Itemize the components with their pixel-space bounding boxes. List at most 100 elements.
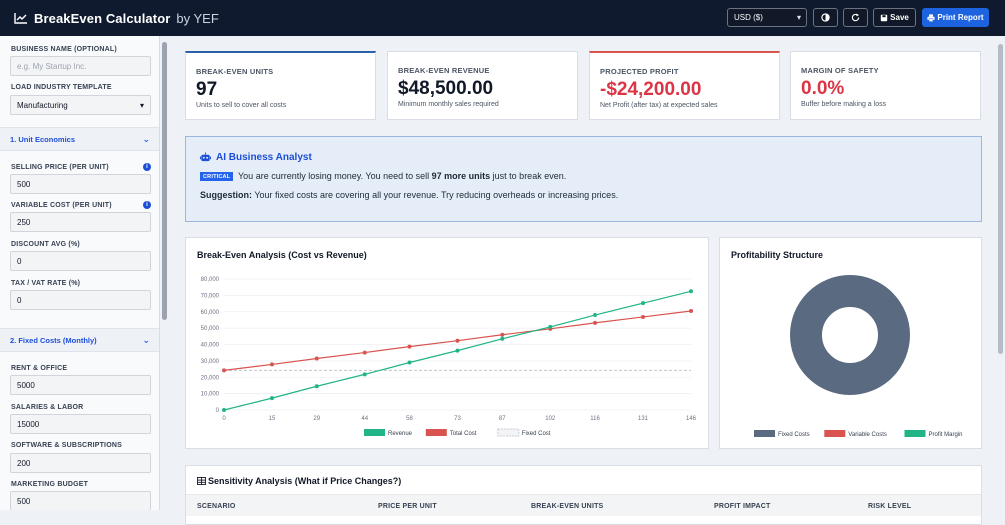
info-icon[interactable]: i: [143, 201, 151, 209]
kpi-subtext: Buffer before making a loss: [801, 101, 887, 108]
data-point: [593, 313, 598, 318]
column-header: BREAK-EVEN UNITS: [531, 503, 604, 510]
kpi-value: 0.0%: [801, 78, 845, 99]
info-icon[interactable]: i: [143, 163, 151, 171]
x-tick-label: 146: [686, 416, 697, 422]
y-tick-label: 70,000: [201, 293, 220, 299]
print-report-button[interactable]: Print Report: [922, 8, 989, 27]
template-label: LOAD INDUSTRY TEMPLATE: [11, 84, 112, 91]
data-point: [269, 362, 274, 367]
save-label: Save: [890, 13, 909, 22]
brand: BreakEven Calculator by YEF: [14, 11, 219, 26]
kpi-value: 97: [196, 79, 218, 100]
discount-input[interactable]: 0: [10, 251, 151, 271]
ai-suggestion-label: Suggestion:: [200, 190, 252, 200]
x-tick-label: 29: [313, 416, 320, 422]
data-point: [641, 314, 646, 319]
software-input[interactable]: 200: [10, 453, 151, 473]
kpi-label: MARGIN OF SAFETY: [801, 66, 879, 75]
legend-label: Revenue: [388, 431, 413, 437]
section-unit-economics[interactable]: 1. Unit Economics ⌄: [0, 127, 159, 151]
variable-cost-label: VARIABLE COST (PER UNIT): [11, 202, 112, 209]
currency-select[interactable]: USD ($) ▾: [727, 8, 807, 27]
kpi-subtext: Net Profit (after tax) at expected sales: [600, 102, 718, 109]
data-point: [362, 350, 367, 355]
marketing-input[interactable]: 500: [10, 491, 151, 510]
data-point: [407, 360, 412, 365]
break-even-chart-card: Break-Even Analysis (Cost vs Revenue) 0 1…: [185, 237, 709, 449]
kpi-label: PROJECTED PROFIT: [600, 67, 679, 76]
software-label: SOFTWARE & SUBSCRIPTIONS: [11, 442, 122, 449]
legend-label: Profit Margin: [929, 432, 963, 438]
business-name-label: BUSINESS NAME (OPTIONAL): [11, 46, 117, 53]
column-header: PROFIT IMPACT: [714, 503, 771, 510]
tax-input[interactable]: 0: [10, 290, 151, 310]
section-fixed-costs[interactable]: 2. Fixed Costs (Monthly) ⌄: [0, 328, 159, 352]
printer-icon: [927, 13, 935, 22]
kpi-label: BREAK-EVEN REVENUE: [398, 66, 490, 75]
y-tick-label: 80,000: [201, 277, 220, 283]
data-point: [362, 372, 367, 377]
main-scrollbar[interactable]: [998, 44, 1003, 354]
salaries-input[interactable]: 15000: [10, 414, 151, 434]
legend-label: Variable Costs: [848, 432, 887, 438]
kpi-subtext: Minimum monthly sales required: [398, 101, 499, 108]
reset-button[interactable]: [843, 8, 868, 27]
chart-line-icon: [14, 13, 27, 24]
legend-label: Fixed Costs: [778, 432, 810, 438]
legend-swatch: [497, 428, 520, 437]
chevron-down-icon: ▾: [139, 101, 144, 110]
data-point: [455, 338, 460, 343]
y-tick-label: 40,000: [201, 343, 220, 349]
legend-swatch: [754, 430, 775, 437]
theme-toggle-button[interactable]: [813, 8, 838, 27]
x-tick-label: 15: [269, 416, 276, 422]
x-tick-label: 73: [454, 416, 461, 422]
kpi-label: BREAK-EVEN UNITS: [196, 67, 274, 76]
data-point: [269, 396, 274, 401]
data-point: [222, 368, 226, 373]
variable-cost-input[interactable]: 250: [10, 212, 151, 232]
ai-analyst-panel: AI Business Analyst CRITICAL You are cur…: [185, 136, 982, 222]
x-tick-label: 102: [545, 416, 556, 422]
x-tick-label: 58: [406, 416, 413, 422]
save-button[interactable]: Save: [873, 8, 916, 27]
data-point: [455, 348, 460, 353]
section-fixed-costs-title: 2. Fixed Costs (Monthly): [10, 335, 97, 345]
template-select[interactable]: Manufacturing ▾: [10, 95, 151, 115]
column-header: RISK LEVEL: [868, 503, 912, 510]
ai-suggestion-text: Your fixed costs are covering all your r…: [252, 190, 619, 200]
app-name: BreakEven Calculator: [34, 10, 171, 26]
kpi-subtext: Units to sell to cover all costs: [196, 102, 287, 109]
break-even-line-chart: 0 10,000 20,000 30,000 40,000 50,000 60,000 70,…: [201, 277, 697, 437]
sensitivity-analysis-card: Sensitivity Analysis (What if Price Chan…: [185, 465, 982, 525]
data-point: [689, 309, 693, 314]
column-header: SCENARIO: [197, 503, 236, 510]
legend-swatch: [364, 429, 385, 436]
discount-label: DISCOUNT AVG (%): [11, 241, 80, 248]
salaries-label: SALARIES & LABOR: [11, 404, 84, 411]
slice-fixed-costs: [790, 275, 910, 395]
legend-label: Fixed Cost: [522, 431, 551, 437]
legend-swatch: [824, 430, 846, 437]
data-point: [641, 301, 646, 306]
floppy-disk-icon: [880, 14, 888, 21]
ai-message-part: just to break even.: [490, 171, 567, 181]
sensitivity-table-header: SCENARIO PRICE PER UNIT BREAK-EVEN UNITS…: [186, 494, 981, 516]
kpi-card-margin-of-safety: MARGIN OF SAFETY 0.0% Buffer before maki…: [790, 51, 981, 120]
kpi-card-break-even-units: BREAK-EVEN UNITS 97 Units to sell to cov…: [185, 51, 376, 120]
rent-input[interactable]: 5000: [10, 375, 151, 395]
chevron-down-icon: ⌄: [142, 335, 150, 345]
ai-suggestion: Suggestion: Your fixed costs are coverin…: [200, 190, 618, 200]
print-label: Print Report: [937, 13, 984, 22]
sidebar-scrollbar[interactable]: [162, 42, 167, 320]
y-tick-label: 50,000: [201, 326, 220, 332]
y-tick-label: 60,000: [201, 310, 220, 316]
business-name-input[interactable]: e.g. My Startup Inc.: [10, 56, 151, 76]
x-tick-label: 0: [222, 416, 226, 422]
selling-price-input[interactable]: 500: [10, 174, 151, 194]
y-tick-label: 10,000: [201, 392, 220, 398]
data-point: [314, 384, 319, 389]
data-point: [593, 320, 598, 325]
data-point: [500, 332, 505, 337]
